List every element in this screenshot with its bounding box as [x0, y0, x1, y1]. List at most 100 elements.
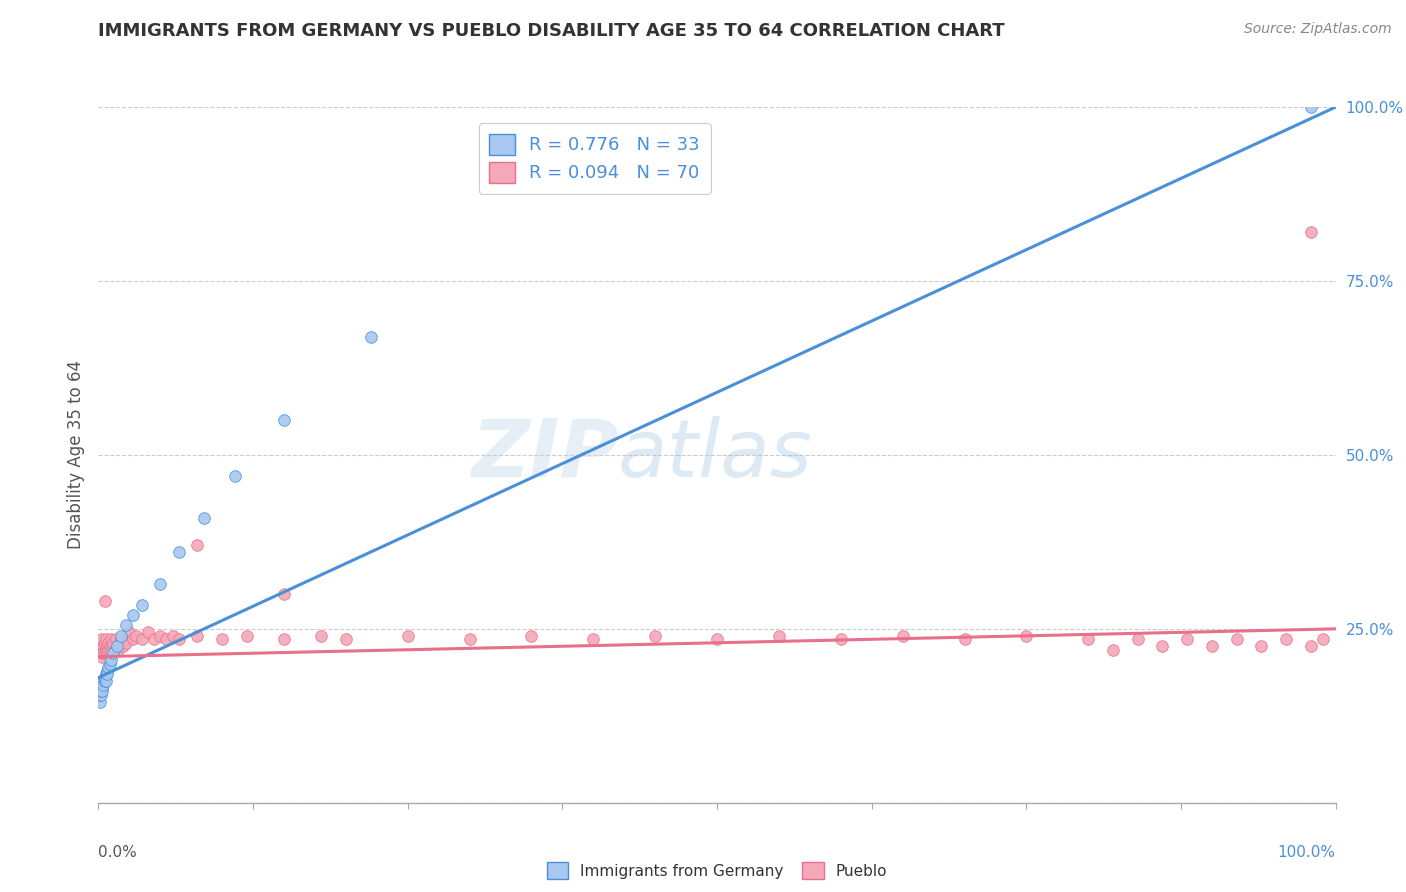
- Point: [90, 684, 112, 698]
- Point: [1201, 639, 1223, 653]
- Point: [186, 538, 208, 552]
- Point: [93, 674, 115, 689]
- Point: [155, 632, 177, 647]
- Point: [98, 646, 121, 660]
- Point: [94, 674, 117, 689]
- Point: [90, 688, 112, 702]
- Legend: Immigrants from Germany, Pueblo: Immigrants from Germany, Pueblo: [541, 855, 893, 886]
- Point: [89, 639, 111, 653]
- Text: ZIP: ZIP: [471, 416, 619, 494]
- Point: [1015, 629, 1038, 643]
- Point: [91, 674, 114, 689]
- Point: [89, 695, 111, 709]
- Point: [112, 639, 135, 653]
- Point: [100, 642, 122, 657]
- Point: [90, 646, 112, 660]
- Point: [105, 639, 128, 653]
- Point: [124, 629, 146, 643]
- Text: Source: ZipAtlas.com: Source: ZipAtlas.com: [1244, 22, 1392, 37]
- Point: [110, 629, 132, 643]
- Point: [93, 671, 115, 685]
- Point: [236, 629, 259, 643]
- Point: [136, 625, 159, 640]
- Point: [93, 646, 115, 660]
- Point: [91, 649, 114, 664]
- Point: [1250, 639, 1272, 653]
- Point: [89, 688, 111, 702]
- Point: [1102, 642, 1125, 657]
- Point: [1275, 632, 1298, 647]
- Point: [93, 646, 115, 660]
- Point: [458, 632, 481, 647]
- Point: [118, 625, 141, 640]
- Point: [100, 632, 122, 647]
- Point: [94, 642, 117, 657]
- Point: [105, 639, 128, 653]
- Point: [1299, 225, 1322, 239]
- Point: [1126, 632, 1149, 647]
- Point: [96, 664, 118, 678]
- Point: [335, 632, 357, 647]
- Point: [122, 607, 145, 622]
- Point: [93, 594, 115, 608]
- Point: [90, 677, 112, 691]
- Text: atlas: atlas: [619, 416, 813, 494]
- Y-axis label: Disability Age 35 to 64: Disability Age 35 to 64: [66, 360, 84, 549]
- Text: 0.0%: 0.0%: [98, 845, 138, 860]
- Point: [1152, 639, 1174, 653]
- Point: [953, 632, 976, 647]
- Point: [186, 629, 208, 643]
- Point: [103, 642, 125, 657]
- Point: [96, 639, 118, 653]
- Point: [90, 632, 112, 647]
- Point: [309, 629, 332, 643]
- Point: [91, 684, 114, 698]
- Point: [97, 636, 120, 650]
- Point: [830, 632, 852, 647]
- Point: [107, 642, 129, 657]
- Point: [93, 677, 115, 691]
- Point: [644, 629, 666, 643]
- Text: 100.0%: 100.0%: [1278, 845, 1336, 860]
- Point: [114, 636, 136, 650]
- Point: [224, 468, 246, 483]
- Point: [1299, 639, 1322, 653]
- Point: [103, 636, 125, 650]
- Point: [131, 632, 153, 647]
- Point: [273, 587, 295, 601]
- Point: [122, 632, 145, 647]
- Point: [97, 660, 120, 674]
- Point: [114, 618, 136, 632]
- Text: IMMIGRANTS FROM GERMANY VS PUEBLO DISABILITY AGE 35 TO 64 CORRELATION CHART: IMMIGRANTS FROM GERMANY VS PUEBLO DISABI…: [98, 22, 1005, 40]
- Point: [98, 657, 121, 671]
- Point: [94, 667, 117, 681]
- Point: [149, 576, 172, 591]
- Point: [1175, 632, 1198, 647]
- Point: [1226, 632, 1249, 647]
- Point: [1299, 100, 1322, 114]
- Point: [93, 636, 115, 650]
- Point: [98, 639, 121, 653]
- Point: [104, 632, 127, 647]
- Point: [131, 598, 153, 612]
- Point: [101, 639, 124, 653]
- Point: [91, 681, 114, 695]
- Point: [273, 413, 295, 427]
- Point: [97, 642, 120, 657]
- Point: [211, 632, 233, 647]
- Point: [167, 632, 190, 647]
- Point: [96, 646, 118, 660]
- Point: [149, 629, 172, 643]
- Point: [1077, 632, 1099, 647]
- Point: [520, 629, 543, 643]
- Point: [143, 632, 166, 647]
- Point: [706, 632, 728, 647]
- Point: [768, 629, 790, 643]
- Point: [96, 667, 118, 681]
- Point: [167, 545, 190, 559]
- Point: [110, 632, 132, 647]
- Point: [273, 632, 295, 647]
- Point: [89, 684, 111, 698]
- Point: [582, 632, 605, 647]
- Point: [193, 510, 215, 524]
